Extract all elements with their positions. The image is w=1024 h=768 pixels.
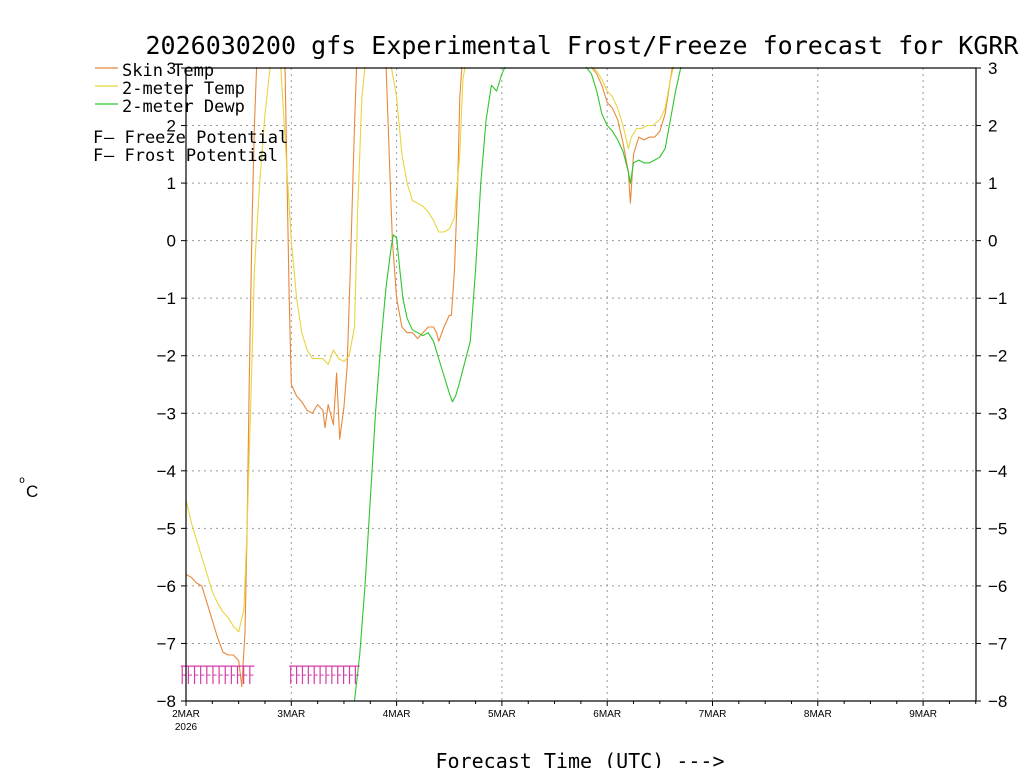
y-axis-label: o C — [19, 475, 38, 501]
x-tick-label: 5MAR — [488, 709, 516, 720]
y-axis-label-unit: C — [26, 482, 38, 501]
legend-label-2m-temp: 2-meter Temp — [122, 79, 245, 99]
y-tick-label-left: −6 — [157, 577, 176, 596]
legend-freeze-marker: F — [93, 128, 103, 148]
x-tick-label: 2MAR — [172, 709, 200, 720]
legend: Skin Temp 2-meter Temp 2-meter Dewp F – … — [93, 61, 288, 166]
x-axis-label: Forecast Time (UTC) ---> — [436, 749, 725, 768]
series-lines — [185, 66, 682, 702]
axes: 3 3 2 2 1 1 0 0 −1 −1 −2 −2 −3 −3 −4 −4 −5 −5 −6 −6 −7 −7 −8 −8… — [157, 59, 1008, 733]
series-2-meter-temp-segment-0 — [185, 66, 271, 633]
y-tick-label-right: −4 — [988, 462, 1007, 481]
legend-frost-marker: F — [93, 146, 103, 166]
x-tick-label: 4MAR — [383, 709, 411, 720]
x-tick-label: 7MAR — [699, 709, 727, 720]
y-tick-label-right: −6 — [988, 577, 1007, 596]
legend-frost-label: – Frost Potential — [104, 146, 278, 166]
freeze-potential-markers — [180, 665, 360, 685]
series-2-meter-temp-segment-2 — [390, 66, 466, 233]
x-tick-sublabel: 2026 — [175, 722, 198, 733]
y-tick-label-left: −4 — [157, 462, 176, 481]
series-2-meter-dewp-segment-1 — [585, 66, 682, 184]
series-skin-temp-segment-2 — [385, 66, 463, 342]
y-tick-label-right: 1 — [988, 174, 997, 193]
y-tick-label-left: 2 — [167, 117, 176, 136]
series-skin-temp-segment-0 — [185, 66, 258, 688]
y-tick-label-left: −1 — [157, 289, 176, 308]
y-tick-label-left: 3 — [167, 59, 176, 78]
x-tick-label: 6MAR — [593, 709, 621, 720]
x-tick-label: 9MAR — [909, 709, 937, 720]
series-skin-temp-segment-3 — [590, 66, 674, 204]
x-tick-label: 3MAR — [277, 709, 305, 720]
y-tick-label-left: −3 — [157, 404, 176, 423]
y-tick-label-right: −7 — [988, 634, 1007, 653]
y-tick-label-left: 1 — [167, 174, 176, 193]
legend-freeze-label: – Freeze Potential — [104, 128, 288, 148]
y-tick-label-right: −2 — [988, 347, 1007, 366]
y-tick-label-right: −5 — [988, 519, 1007, 538]
y-tick-label-left: −7 — [157, 634, 176, 653]
y-tick-label-right: 0 — [988, 232, 997, 251]
y-tick-label-left: −5 — [157, 519, 176, 538]
y-tick-label-right: −3 — [988, 404, 1007, 423]
series-skin-temp-segment-1 — [284, 66, 358, 440]
chart-title: 2026030200 gfs Experimental Frost/Freeze… — [146, 31, 1020, 60]
y-tick-label-right: −1 — [988, 289, 1007, 308]
y-tick-label-left: −2 — [157, 347, 176, 366]
y-axis-label-degree: o — [19, 475, 25, 486]
y-tick-label-left: 0 — [167, 232, 176, 251]
legend-label-2m-dewp: 2-meter Dewp — [122, 97, 245, 117]
series-2-meter-temp-segment-1 — [280, 66, 366, 365]
series-2-meter-dewp-segment-0 — [353, 66, 506, 702]
y-tick-label-left: −8 — [157, 692, 176, 711]
x-tick-label: 8MAR — [804, 709, 832, 720]
legend-label-skin-temp: Skin Temp — [122, 61, 214, 81]
y-tick-label-right: −8 — [988, 692, 1007, 711]
y-tick-label-right: 2 — [988, 117, 997, 136]
series-2-meter-temp-segment-3 — [591, 66, 675, 150]
y-tick-label-right: 3 — [988, 59, 997, 78]
